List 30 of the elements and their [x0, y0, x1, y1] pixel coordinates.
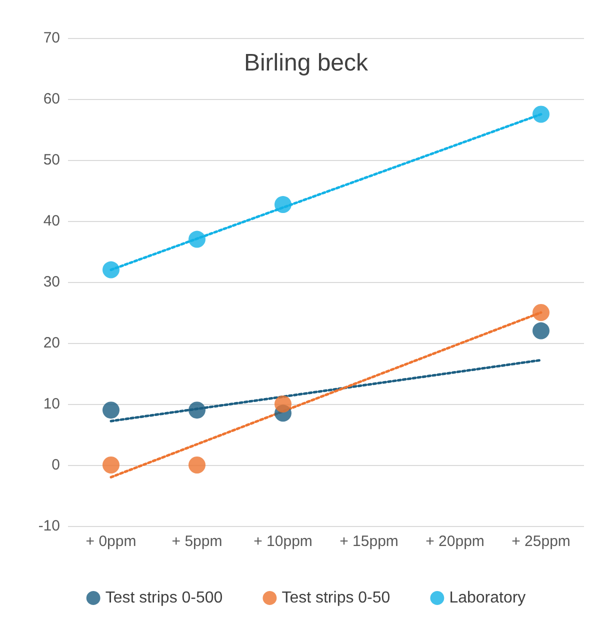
legend-label: Laboratory — [449, 590, 526, 606]
text: Birling beck — [244, 50, 370, 76]
y-tick-label: 50 — [43, 152, 60, 168]
y-tick-label: 70 — [43, 30, 60, 46]
point — [102, 402, 120, 419]
point — [102, 261, 120, 278]
x-tick-label: + 15ppm — [340, 533, 398, 550]
x-tick-label: + 0ppm — [86, 533, 136, 550]
x-tick-label: + 10ppm — [254, 533, 312, 550]
x-tick-label: + 20ppm — [426, 533, 484, 550]
legend-label: Test strips 0-500 — [105, 590, 223, 606]
y-tick-label: 40 — [43, 212, 60, 230]
point — [532, 106, 550, 123]
point — [188, 402, 206, 419]
x-tick-label: + 5ppm — [172, 533, 222, 550]
point — [274, 396, 292, 412]
y-tick-label: 60 — [43, 90, 60, 108]
y-tick-label: 20 — [43, 334, 60, 352]
y-tick-label: -10 — [38, 518, 60, 534]
point — [188, 456, 206, 474]
point — [532, 322, 550, 340]
point — [532, 304, 550, 321]
legend-label: Test strips 0-50 — [282, 590, 390, 606]
point — [102, 456, 120, 474]
point — [188, 230, 206, 248]
y-tick-label: 0 — [52, 456, 60, 474]
y-tick-label: 30 — [43, 274, 60, 290]
y-tick-label: 10 — [43, 396, 60, 412]
point — [274, 196, 292, 214]
x-tick-label: + 25ppm — [512, 533, 570, 550]
